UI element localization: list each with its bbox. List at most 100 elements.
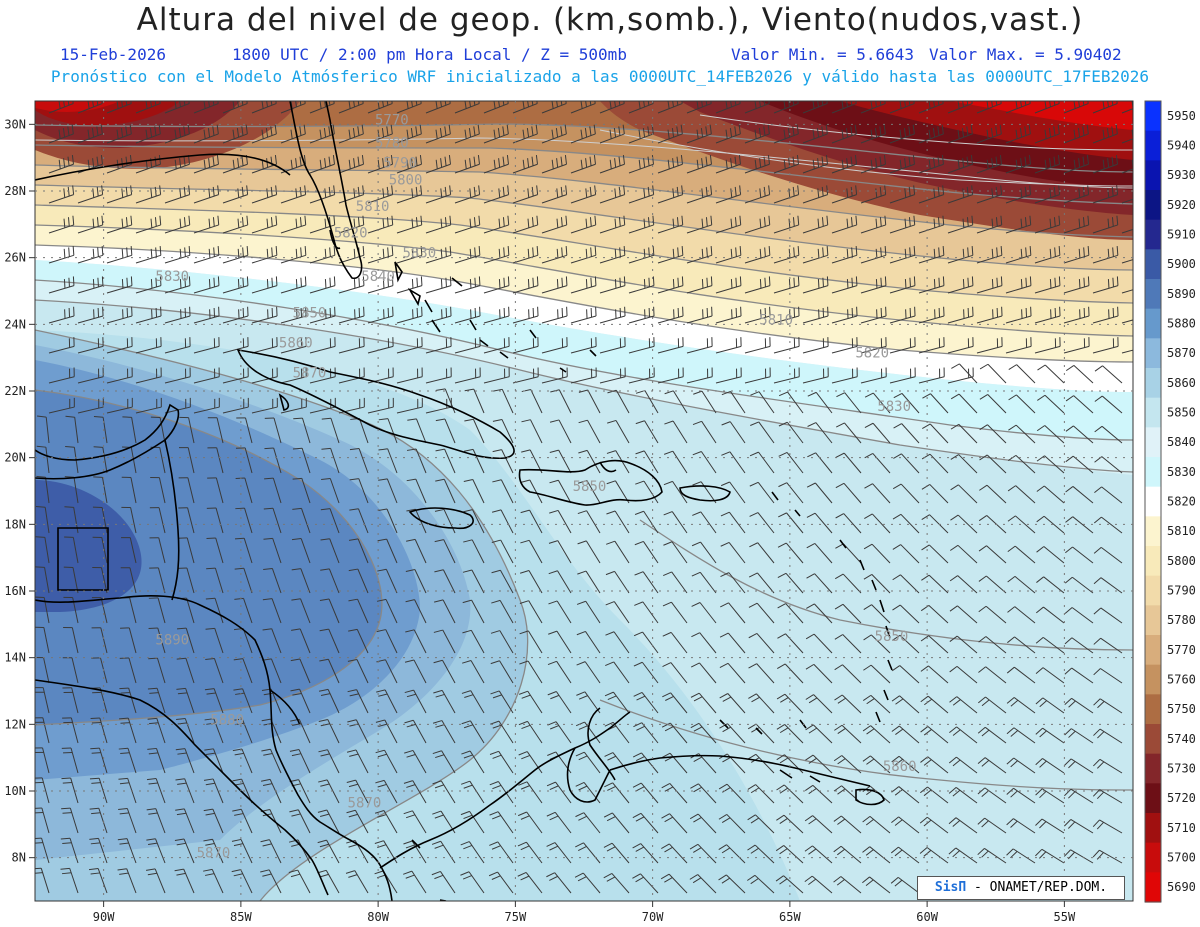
- wind-barb: [635, 420, 659, 444]
- colorbar-segment: [1145, 397, 1161, 428]
- wind-barb: [599, 124, 625, 144]
- wind-barb: [378, 448, 398, 474]
- wind-barb: [463, 539, 485, 564]
- wind-barb: [1007, 545, 1036, 564]
- wind-barb: [233, 688, 253, 714]
- wind-barb: [309, 397, 336, 414]
- wind-barb: [436, 388, 456, 414]
- wind-barb: [1036, 576, 1065, 594]
- wind-barb: [1005, 306, 1032, 324]
- wind-barb: [234, 537, 253, 564]
- contour-label: 5780: [375, 136, 409, 152]
- colorbar-label: 5840: [1167, 435, 1196, 449]
- wind-barb: [176, 687, 195, 714]
- colorbar-label: 5950: [1167, 109, 1196, 123]
- wind-barb: [122, 416, 137, 444]
- colorbar-segment: [1145, 101, 1161, 132]
- wind-barb: [193, 155, 219, 174]
- lat-lon-grid: [35, 101, 1133, 901]
- wind-barb: [607, 419, 630, 444]
- wind-barb: [773, 276, 800, 294]
- wind-barb: [175, 778, 195, 804]
- wind-barb: [805, 633, 833, 654]
- wind-barb: [1093, 728, 1123, 744]
- wind-barb: [77, 306, 104, 324]
- wind-barb: [1005, 337, 1032, 354]
- wind-barb: [657, 306, 684, 324]
- contour-label: 5860: [883, 759, 917, 775]
- wind-barb: [512, 185, 539, 204]
- wind-barb: [686, 124, 712, 144]
- wind-barb: [280, 246, 307, 264]
- wind-barb: [806, 482, 833, 504]
- colorbar-label: 5910: [1167, 228, 1196, 242]
- colorbar-segment: [1145, 724, 1161, 755]
- wind-barb: [977, 817, 1007, 834]
- wind-barb: [164, 306, 191, 324]
- wind-barb: [1006, 666, 1036, 684]
- wind-barb: [748, 632, 775, 654]
- wind-barb: [802, 185, 829, 204]
- wind-barb: [432, 750, 456, 774]
- wind-barb: [60, 867, 79, 894]
- wind-barb: [1035, 788, 1065, 804]
- wind-barb: [280, 276, 307, 294]
- wind-barb: [1005, 185, 1032, 204]
- wind-barb: [862, 725, 891, 744]
- wind-barb: [663, 480, 688, 504]
- wind-barb: [977, 757, 1007, 774]
- wind-barb: [891, 665, 920, 684]
- wind-barb: [1093, 758, 1123, 774]
- wind-barb: [664, 390, 688, 414]
- wind-barb: [348, 568, 369, 594]
- wind-barb: [744, 155, 770, 174]
- wind-barb: [1036, 485, 1065, 504]
- wind-barb: [749, 451, 775, 474]
- wind-barb: [35, 747, 50, 774]
- wind-barb: [319, 658, 340, 684]
- wind-barb: [489, 781, 514, 804]
- wind-barb: [831, 155, 857, 174]
- wind-barb: [603, 842, 630, 864]
- wind-barb: [367, 306, 394, 324]
- wind-barb: [338, 306, 365, 324]
- colorbar-segment: [1145, 813, 1161, 844]
- wind-barb: [280, 306, 307, 324]
- wind-barb: [251, 276, 278, 294]
- wind-barb: [164, 276, 191, 294]
- contour-label: 5830: [877, 399, 911, 415]
- wind-barb: [892, 483, 920, 504]
- wind-barb: [802, 276, 829, 294]
- wind-barb: [490, 690, 514, 714]
- wind-barb: [1092, 276, 1119, 294]
- wind-barb: [404, 749, 427, 774]
- wind-barb: [1065, 486, 1094, 504]
- wind-barb: [148, 657, 166, 684]
- colorbar-segment: [1145, 219, 1161, 250]
- wind-barb: [1121, 228, 1133, 234]
- wind-barb: [1065, 395, 1094, 414]
- wind-barb: [512, 367, 539, 384]
- wind-barb: [835, 513, 862, 534]
- wind-barb: [748, 693, 775, 714]
- wind-barb: [1064, 667, 1094, 684]
- wind-barb: [35, 506, 50, 534]
- wind-barb: [338, 337, 365, 354]
- wind-barb: [396, 337, 423, 354]
- wind-barb: [599, 276, 626, 294]
- wind-barb: [404, 719, 427, 744]
- wind-barb: [62, 687, 79, 714]
- wind-barb: [222, 185, 249, 204]
- wind-barb: [628, 337, 655, 354]
- x-tick-label: 90W: [93, 910, 115, 924]
- wind-barb: [657, 246, 684, 264]
- wind-barb: [546, 781, 572, 804]
- wind-barb: [148, 627, 166, 654]
- wind-barb: [893, 453, 920, 474]
- wind-barb: [280, 367, 307, 384]
- wind-barb: [1008, 364, 1036, 384]
- wind-barb: [489, 750, 514, 774]
- wind-barb: [864, 422, 891, 444]
